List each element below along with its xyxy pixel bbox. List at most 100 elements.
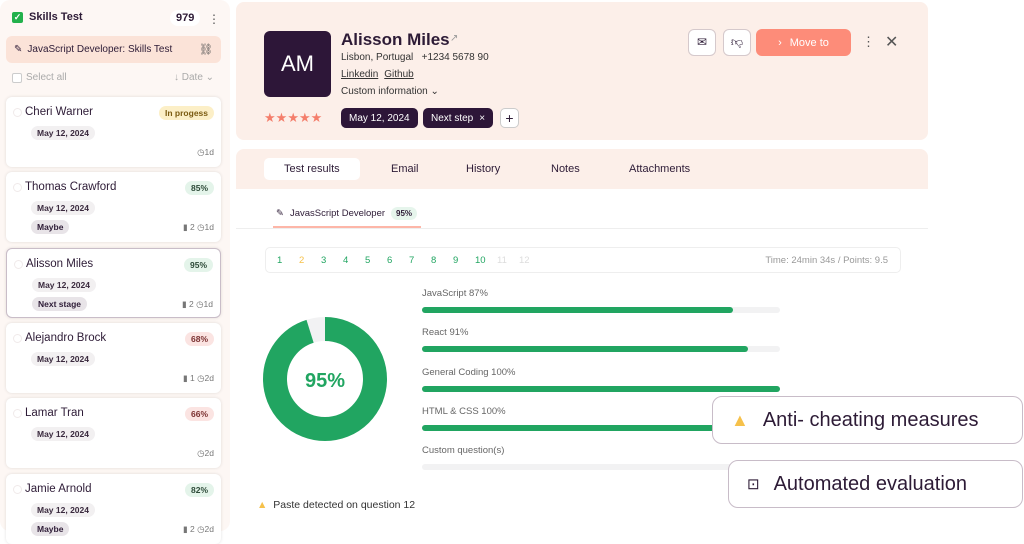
- candidate-card[interactable]: Alisson Miles 95% May 12, 2024 Next stage…: [6, 247, 221, 318]
- robot-icon: ⊡: [747, 476, 760, 493]
- star-icon[interactable]: ★: [264, 110, 276, 125]
- chevron-right-icon: ›: [778, 36, 782, 49]
- question-link[interactable]: 8: [431, 254, 437, 266]
- question-link[interactable]: 12: [519, 254, 530, 266]
- candidate-card[interactable]: Thomas Crawford 85% May 12, 2024 Maybe ▮ 2…: [6, 172, 221, 243]
- remove-icon[interactable]: ×: [479, 112, 486, 124]
- question-navigator: 1 2 3 4 5 6 7 8 9 10 11 12 Time: 24min 34s / Points…: [265, 247, 901, 273]
- test-name: JavaScript Developer: Skills Test: [27, 44, 173, 55]
- skill-label: General Coding 100%: [422, 366, 516, 378]
- tab-history[interactable]: History: [466, 163, 501, 175]
- question-link[interactable]: 11: [497, 254, 507, 266]
- candidate-name: Cheri Warner: [25, 106, 93, 118]
- question-link[interactable]: 5: [365, 254, 371, 266]
- warning-icon: ▲: [257, 499, 268, 511]
- tab-attachments[interactable]: Attachments: [629, 163, 691, 175]
- subtab-score: 95%: [391, 207, 418, 220]
- candidate-count: 979: [170, 10, 201, 26]
- stage-tag: Maybe: [31, 220, 70, 235]
- date-badge: May 12, 2024: [31, 502, 95, 517]
- linkedin-link[interactable]: Linkedin: [341, 69, 379, 80]
- star-icon[interactable]: ★: [298, 110, 311, 125]
- github-link[interactable]: Github: [384, 69, 414, 80]
- rating-stars[interactable]: ★★★★★: [264, 110, 322, 126]
- tab-notes[interactable]: Notes: [551, 163, 580, 175]
- custom-information-toggle[interactable]: Custom information ⌄: [341, 86, 439, 97]
- clock-icon: ◷: [197, 147, 205, 157]
- candidate-name: Alejandro Brock: [25, 331, 107, 344]
- card-checkbox[interactable]: [13, 484, 22, 494]
- more-options-icon[interactable]: ⋮: [208, 12, 220, 26]
- question-link[interactable]: 4: [343, 254, 349, 266]
- clock-icon: ◷: [197, 523, 205, 534]
- star-icon[interactable]: ★: [287, 110, 299, 125]
- clock-icon: ◷: [197, 448, 205, 459]
- candidate-header: AM Alisson Miles ↗ Lisbon, Portugal +123…: [236, 2, 928, 140]
- date-badge: May 12, 2024: [31, 427, 95, 442]
- candidate-card[interactable]: Jamie Arnold 82% May 12, 2024 Maybe ▮ 2 ◷2…: [6, 473, 221, 544]
- question-link[interactable]: 10: [475, 254, 486, 266]
- donut-fill: [263, 317, 387, 441]
- age: 2d: [204, 523, 214, 534]
- email-button[interactable]: ✉: [688, 29, 716, 56]
- move-to-label: Move to: [789, 36, 829, 49]
- candidate-card[interactable]: Cheri Warner In progess May 12, 2024 ◷1d: [6, 97, 221, 167]
- card-meta: ▮ 2 ◷1d: [183, 222, 214, 233]
- add-tag-button[interactable]: +: [500, 108, 519, 128]
- skill-label: HTML & CSS 100%: [422, 405, 506, 417]
- date-badge: May 12, 2024: [31, 201, 95, 216]
- card-meta: ◷1d: [197, 147, 214, 158]
- file-count: 2: [190, 222, 195, 233]
- question-link[interactable]: 6: [387, 254, 393, 266]
- question-link[interactable]: 2: [299, 254, 305, 266]
- checkbox-checked-icon[interactable]: ✓: [12, 11, 23, 23]
- move-to-button[interactable]: › Move to: [756, 29, 851, 56]
- card-checkbox[interactable]: [14, 259, 23, 269]
- pencil-icon: ✎: [14, 44, 23, 55]
- paste-warning: ▲ Paste detected on question 12: [257, 499, 415, 511]
- more-options-icon[interactable]: ⋮: [862, 34, 875, 49]
- skill-bar-fill: [422, 346, 748, 353]
- subtab-underline: [273, 226, 421, 228]
- candidate-card[interactable]: Lamar Tran 66% May 12, 2024 ◷2d: [6, 398, 221, 469]
- file-count: 2: [189, 298, 194, 309]
- skill-bar-track: [422, 346, 780, 353]
- location: Lisbon, Portugal: [341, 52, 414, 63]
- candidate-name: Alisson Miles: [26, 257, 94, 270]
- card-meta: ◷2d: [197, 448, 214, 459]
- star-icon[interactable]: ★: [310, 110, 323, 125]
- stage-tag: Maybe: [31, 521, 70, 536]
- date-pill-label: May 12, 2024: [349, 112, 410, 124]
- card-checkbox[interactable]: [13, 183, 22, 193]
- star-icon[interactable]: ★: [275, 110, 288, 125]
- anti-cheating-label: Anti- cheating measures: [762, 408, 979, 431]
- link-icon[interactable]: ⛓: [199, 44, 213, 56]
- select-all-checkbox[interactable]: [12, 72, 22, 83]
- select-all[interactable]: Select all: [12, 72, 67, 83]
- age: 2d: [204, 448, 214, 459]
- select-all-label: Select all: [26, 72, 67, 83]
- candidate-card[interactable]: Alejandro Brock 68% May 12, 2024 ▮ 1 ◷2d: [6, 322, 221, 393]
- card-checkbox[interactable]: [13, 108, 22, 117]
- test-subtab[interactable]: ✎ JavasScript Developer 95%: [276, 207, 418, 220]
- tab-test-results[interactable]: Test results: [264, 158, 360, 180]
- sort-dropdown[interactable]: ↓ Date ⌄: [174, 72, 215, 83]
- skill-bar-track: [422, 385, 780, 392]
- question-link[interactable]: 9: [453, 254, 459, 266]
- card-checkbox[interactable]: [13, 409, 22, 419]
- question-link[interactable]: 7: [409, 254, 415, 266]
- candidate-name: Lamar Tran: [25, 407, 84, 420]
- thumbs-down-icon: 👎︎: [730, 35, 744, 49]
- tab-email[interactable]: Email: [391, 163, 419, 175]
- question-link[interactable]: 3: [321, 254, 327, 266]
- skill-bar-fill: [422, 385, 780, 392]
- reject-button[interactable]: 👎︎: [723, 29, 751, 56]
- warning-icon: ▲: [731, 409, 749, 430]
- test-selector[interactable]: ✎ JavaScript Developer: Skills Test ⛓: [6, 36, 221, 63]
- score-badge: 95%: [183, 257, 213, 272]
- question-link[interactable]: 1: [277, 254, 283, 266]
- card-checkbox[interactable]: [13, 333, 22, 343]
- close-icon[interactable]: ✕: [885, 34, 899, 51]
- external-link-icon[interactable]: ↗: [450, 33, 459, 44]
- score-badge: 85%: [184, 181, 214, 196]
